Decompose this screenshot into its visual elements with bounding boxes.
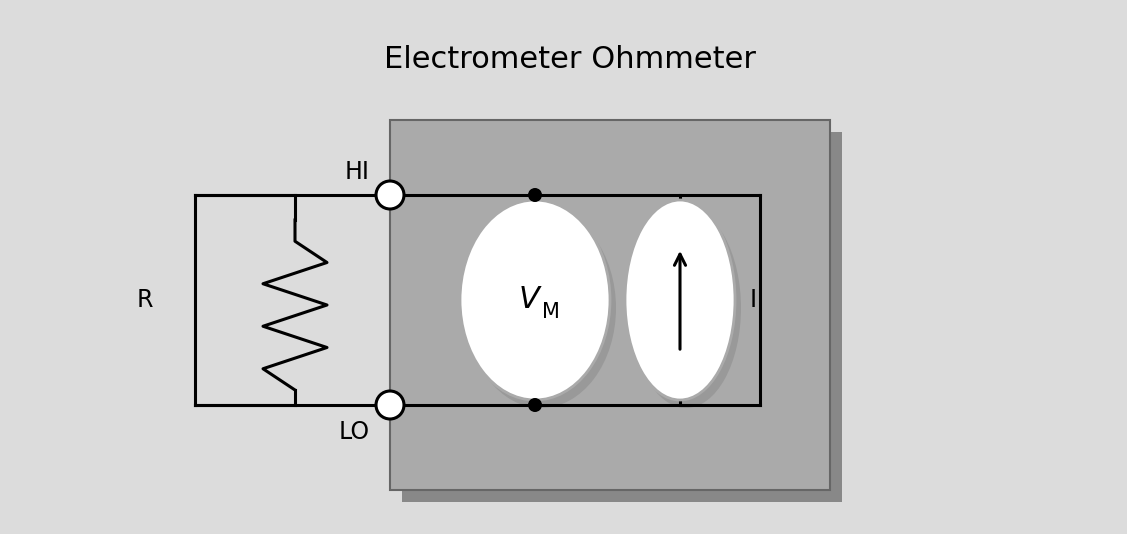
- Circle shape: [529, 398, 542, 412]
- Circle shape: [529, 188, 542, 202]
- Ellipse shape: [631, 208, 740, 408]
- Ellipse shape: [625, 200, 735, 400]
- Circle shape: [376, 181, 403, 209]
- Text: V: V: [518, 286, 540, 315]
- Text: I: I: [749, 288, 757, 312]
- Ellipse shape: [460, 200, 610, 400]
- Circle shape: [376, 391, 403, 419]
- Text: LO: LO: [339, 420, 370, 444]
- FancyBboxPatch shape: [402, 132, 842, 502]
- Text: M: M: [542, 302, 560, 322]
- Text: HI: HI: [345, 160, 370, 184]
- Ellipse shape: [465, 208, 616, 408]
- Text: Electrometer Ohmmeter: Electrometer Ohmmeter: [384, 45, 756, 75]
- FancyBboxPatch shape: [390, 120, 829, 490]
- Text: R: R: [136, 288, 153, 312]
